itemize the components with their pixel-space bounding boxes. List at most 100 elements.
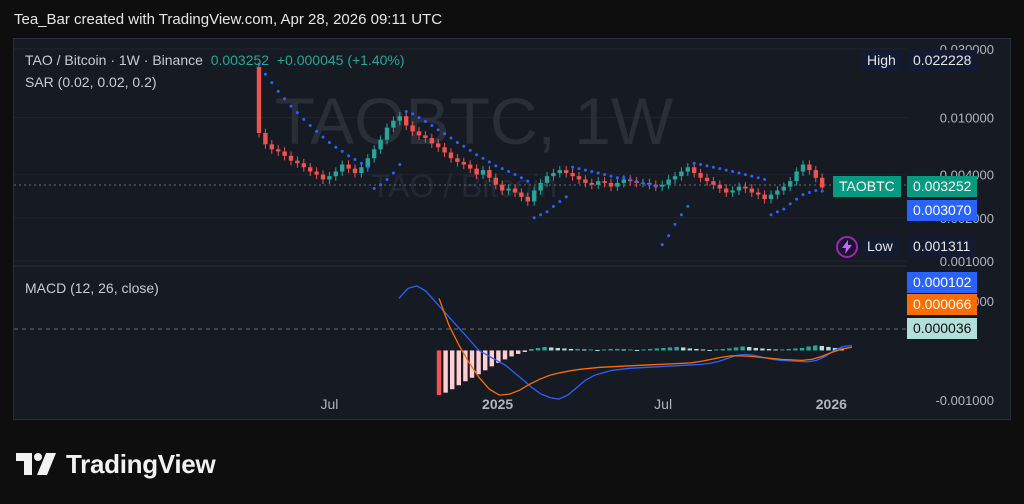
candle (455, 158, 460, 162)
sar-dot (692, 161, 696, 165)
candle (564, 170, 569, 174)
time-tick: 2026 (816, 396, 847, 412)
candle (410, 125, 415, 132)
time-axis: Jul 2025 Jul 2026 (320, 396, 847, 412)
sar-dot (622, 176, 626, 180)
candle (500, 184, 505, 191)
watermark-main: TAOBTC, 1W (275, 84, 674, 158)
sar-dot (711, 165, 715, 169)
histogram-bar (648, 348, 653, 351)
candle (730, 190, 735, 193)
histogram-bar (621, 349, 626, 351)
sar-dot (724, 168, 728, 172)
candle (442, 147, 447, 153)
histogram-bar (588, 349, 593, 351)
candle (372, 149, 377, 159)
candle (800, 164, 806, 172)
low-label: Low (861, 236, 899, 257)
sar-legend[interactable]: SAR (0.02, 0.02, 0.2) (25, 74, 157, 90)
sar-dot (775, 210, 779, 214)
sar-dot (583, 168, 587, 172)
candle (615, 182, 620, 187)
sar-dot (564, 195, 568, 199)
time-tick: Jul (320, 396, 338, 412)
chart-frame[interactable]: TAOBTC, 1W TAO / Bitcoin 0.0300000.01000… (13, 38, 1011, 420)
histogram-bar (502, 350, 508, 360)
histogram-bar (634, 349, 640, 351)
candle (384, 127, 390, 140)
candle (295, 160, 300, 164)
sar-dot (526, 179, 530, 183)
sar-dot (443, 132, 447, 136)
sar-dot (404, 110, 408, 114)
candle (544, 176, 550, 183)
candle (679, 171, 684, 177)
macd-histogram (436, 345, 844, 396)
sar-dot (347, 154, 351, 158)
sar-dot (417, 115, 421, 119)
sar-dot (308, 123, 312, 127)
sar-dot (539, 213, 543, 217)
sar-dot (283, 97, 287, 101)
candle (416, 131, 422, 136)
sar-dot (820, 189, 824, 193)
histogram-bar (760, 348, 765, 351)
sar-dot (257, 62, 261, 66)
histogram-bar (555, 347, 560, 351)
candle (288, 155, 294, 161)
sar-dot (667, 234, 671, 238)
histogram-bar (549, 347, 554, 351)
lightning-icon[interactable] (836, 236, 858, 258)
candle (813, 170, 818, 178)
candle (282, 151, 287, 156)
candle (333, 171, 338, 177)
footer-brand[interactable]: TradingView (16, 446, 216, 482)
histogram-value-tag: 0.000036 (907, 318, 978, 339)
candle (685, 167, 690, 172)
candle (378, 139, 383, 150)
signal-value-tag: 0.000066 (907, 294, 978, 315)
sar-dot (494, 164, 498, 168)
sar-dot (315, 129, 319, 133)
macd-legend[interactable]: MACD (12, 26, close) (25, 280, 159, 296)
sar-dot (628, 177, 632, 181)
high-label: High (861, 50, 902, 71)
candle (692, 167, 697, 174)
histogram-bar (780, 349, 785, 351)
candle (397, 116, 402, 121)
candle (480, 170, 486, 175)
sar-dot (263, 72, 267, 76)
histogram-bar (522, 350, 527, 352)
candle (474, 168, 479, 175)
sar-value-tag: 0.003070 (907, 200, 978, 221)
sar-dot (609, 174, 613, 178)
candle (263, 132, 268, 145)
histogram-bar (753, 347, 758, 351)
candle (256, 66, 262, 133)
candle (391, 120, 396, 128)
sar-dot (321, 135, 325, 139)
histogram-bar (826, 346, 831, 351)
sar-dot (558, 199, 562, 203)
histogram-bar (535, 347, 541, 351)
sar-dot (513, 173, 517, 177)
candle (583, 179, 588, 183)
candle (314, 171, 319, 175)
candle (269, 144, 274, 150)
brand-name: TradingView (66, 448, 216, 479)
histogram-bar (694, 348, 699, 351)
sar-dot (359, 161, 363, 165)
histogram-bar (496, 350, 501, 363)
symbol-legend[interactable]: TAO / Bitcoin · 1W · Binance 0.003252 +0… (25, 52, 405, 68)
histogram-bar (707, 349, 712, 351)
histogram-bar (582, 349, 587, 351)
candle (621, 179, 626, 183)
histogram-bar (681, 347, 686, 351)
histogram-bar (601, 349, 607, 351)
histogram-bar (443, 350, 448, 393)
candle (493, 177, 498, 185)
histogram-bar (832, 347, 838, 351)
histogram-bar (727, 348, 732, 351)
chart-canvas[interactable]: TAOBTC, 1W TAO / Bitcoin 0.0300000.01000… (14, 39, 1010, 419)
